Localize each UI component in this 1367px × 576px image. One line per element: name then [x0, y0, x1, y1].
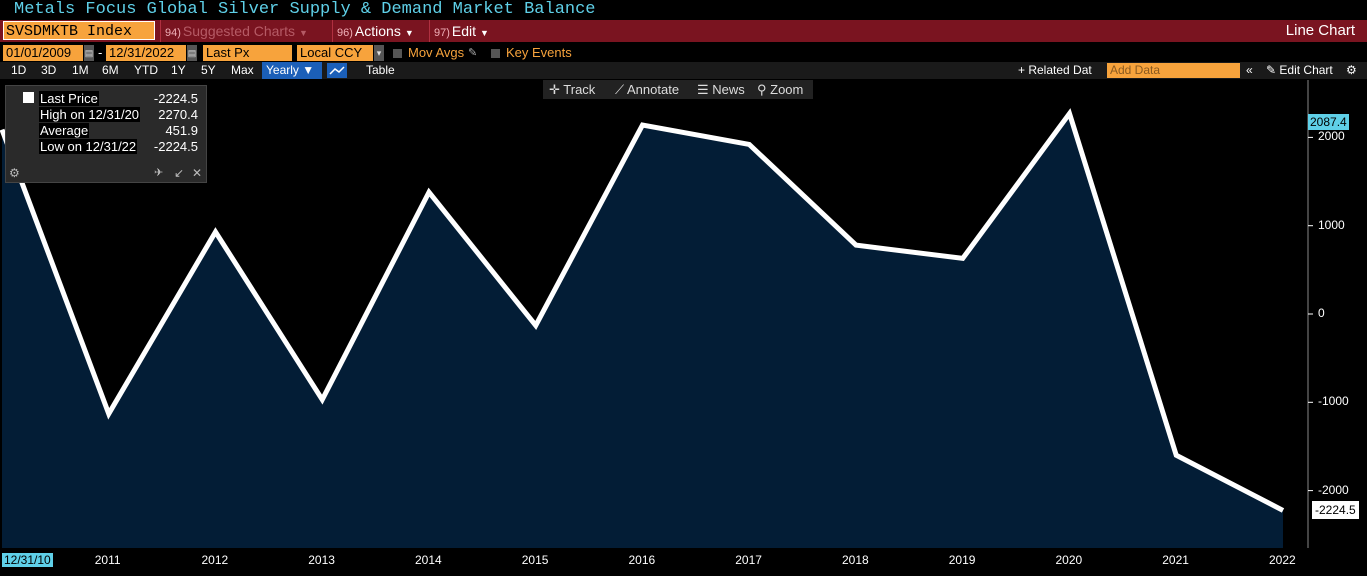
- price-field-select[interactable]: Last Px: [203, 45, 292, 61]
- x-tick-label: 2011: [94, 553, 121, 567]
- chart-canvas[interactable]: [0, 80, 1367, 576]
- first-value-tag: 2087.4: [1308, 113, 1349, 130]
- y-tick-label: 2000: [1318, 129, 1345, 144]
- legend-last-price: Last Price: [39, 91, 99, 106]
- series-line: [0, 108, 1285, 513]
- x-tick-label: 2015: [521, 553, 549, 567]
- calendar-icon[interactable]: ▤: [187, 45, 197, 61]
- x-tick-label: 2013: [308, 553, 335, 567]
- legend-high: High on 12/31/20: [39, 107, 141, 122]
- frequency-select[interactable]: Yearly ▼: [262, 62, 322, 79]
- series-area: [2, 113, 1283, 548]
- legend-average: Average: [39, 123, 90, 138]
- last-value-tag: -2224.5: [1312, 501, 1359, 520]
- chevron-down-icon: ▼: [298, 28, 308, 38]
- period-ytd[interactable]: YTD: [134, 63, 158, 77]
- end-date-field[interactable]: 12/31/2022: [106, 45, 186, 61]
- y-tick-label: -2000: [1318, 482, 1349, 497]
- chevron-down-icon: ▼: [404, 28, 414, 38]
- y-tick-label: -1000: [1318, 394, 1349, 409]
- table-button[interactable]: Table: [366, 63, 395, 77]
- x-tick-label: 2022: [1269, 553, 1296, 567]
- news-button[interactable]: ☰ News: [697, 82, 745, 97]
- x-tick-label: 2017: [735, 553, 762, 567]
- x-tick-label: 2021: [1162, 553, 1189, 567]
- x-tick-label: 2016: [628, 553, 656, 567]
- key-events-checkbox[interactable]: [491, 49, 500, 58]
- period-1m[interactable]: 1M: [72, 63, 89, 77]
- mov-avgs-label: Mov Avgs: [408, 45, 465, 60]
- related-data-button[interactable]: + Related Dat: [1018, 63, 1092, 77]
- annotate-button[interactable]: ⟋ Annotate: [615, 82, 680, 97]
- actions-menu[interactable]: 96) Actions ▼: [332, 20, 427, 42]
- period-max[interactable]: Max: [231, 63, 254, 77]
- chevron-down-icon: ▼: [480, 28, 489, 38]
- add-data-input[interactable]: Add Data: [1107, 63, 1240, 78]
- x-tick-label: 2012: [201, 553, 229, 567]
- legend-footer: ⚙ ✈ ↙ ✕: [6, 166, 206, 182]
- legend-low: Low on 12/31/22: [39, 139, 138, 154]
- edit-menu[interactable]: 97) Edit ▼: [429, 20, 501, 42]
- start-date-field[interactable]: 01/01/2009: [3, 45, 83, 61]
- command-bar: [0, 20, 1367, 42]
- minimize-icon[interactable]: ↙: [174, 166, 185, 180]
- chart-title: Metals Focus Global Silver Supply & Dema…: [14, 0, 596, 19]
- series-swatch[interactable]: [23, 92, 34, 103]
- pin-icon[interactable]: ✈: [154, 167, 164, 179]
- ticker-input[interactable]: SVSDMKTB Index: [3, 21, 155, 40]
- gear-icon[interactable]: ⚙: [9, 166, 20, 180]
- period-1y[interactable]: 1Y: [171, 63, 186, 77]
- currency-select[interactable]: Local CCY: [297, 45, 373, 61]
- chevron-down-icon[interactable]: ▾: [374, 45, 384, 61]
- pencil-icon[interactable]: ✎: [468, 47, 478, 59]
- chart-tools: ✛ Track ⟋ Annotate ☰ News ⚲ Zoom: [543, 80, 813, 99]
- track-button[interactable]: ✛ Track: [549, 82, 596, 97]
- period-1d[interactable]: 1D: [11, 63, 27, 77]
- period-5y[interactable]: 5Y: [201, 63, 216, 77]
- first-date-label: 12/31/10: [2, 553, 53, 567]
- legend-average-value: 451.9: [165, 123, 198, 138]
- date-separator: -: [98, 45, 103, 60]
- x-tick-label: 2019: [948, 553, 976, 567]
- x-tick-label: 2018: [842, 553, 869, 567]
- mov-avgs-checkbox[interactable]: [393, 49, 402, 58]
- period-3d[interactable]: 3D: [41, 63, 57, 77]
- legend-low-value: -2224.5: [153, 139, 198, 154]
- calendar-icon[interactable]: ▤: [84, 45, 94, 61]
- legend-panel: Last Price -2224.5 High on 12/31/20 2270…: [5, 85, 207, 183]
- period-6m[interactable]: 6M: [102, 63, 119, 77]
- x-tick-label: 2020: [1055, 553, 1083, 567]
- date-range-bar: 01/01/2009 ▤ - 12/31/2022 ▤ Last Px Loca…: [0, 44, 1367, 62]
- chart-type-label: Line Chart: [1285, 22, 1355, 39]
- legend-last-price-value: -2224.5: [153, 91, 198, 106]
- line-chart-icon[interactable]: [327, 63, 347, 78]
- y-tick-label: 1000: [1318, 217, 1345, 232]
- zoom-button[interactable]: ⚲ Zoom: [757, 82, 804, 97]
- period-bar: 1D 3D 1M 6M YTD 1Y 5Y Max Yearly ▼ Table…: [0, 62, 1367, 79]
- gear-icon[interactable]: ⚙: [1346, 63, 1357, 77]
- close-icon[interactable]: ✕: [192, 166, 203, 180]
- x-tick-label: 2014: [415, 553, 442, 567]
- line-chart-icon-graphic: [329, 66, 345, 75]
- key-events-label: Key Events: [506, 45, 572, 60]
- legend-high-value: 2270.4: [158, 107, 198, 122]
- edit-chart-button[interactable]: ✎ Edit Chart: [1266, 63, 1333, 77]
- y-tick-label: 0: [1318, 306, 1325, 320]
- collapse-icon[interactable]: «: [1246, 63, 1253, 77]
- suggested-charts-menu[interactable]: 94) Suggested Charts ▼: [160, 20, 330, 42]
